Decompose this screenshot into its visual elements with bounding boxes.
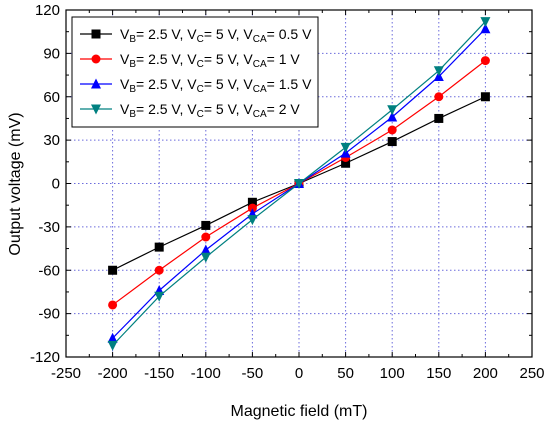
- legend-text-part: V: [120, 51, 130, 67]
- x-tick-label: 250: [519, 365, 544, 382]
- legend-subscript: CA: [253, 34, 267, 45]
- legend-marker: [91, 78, 101, 89]
- data-point: [108, 300, 118, 310]
- x-axis-label: Magnetic field (mT): [231, 403, 368, 420]
- legend-entry: VB= 2.5 V, VC= 5 V, VCA= 1 V: [80, 51, 300, 70]
- legend-text-part: V: [120, 101, 130, 117]
- legend-subscript: CA: [253, 59, 267, 70]
- y-tick-label: 90: [43, 45, 60, 62]
- data-point: [154, 242, 164, 252]
- legend-label: VB= 2.5 V, VC= 5 V, VCA= 1.5 V: [120, 76, 312, 95]
- data-point: [480, 23, 491, 34]
- legend-subscript: CA: [253, 84, 267, 95]
- data-point: [201, 232, 211, 242]
- legend-entry: VB= 2.5 V, VC= 5 V, VCA= 1.5 V: [80, 76, 312, 95]
- legend-text-part: = 2.5 V, V: [136, 101, 197, 117]
- data-point: [340, 142, 351, 153]
- y-tick-label: 30: [43, 132, 60, 149]
- legend: VB= 2.5 V, VC= 5 V, VCA= 0.5 VVB= 2.5 V,…: [71, 16, 319, 128]
- data-point: [387, 125, 397, 135]
- legend-text-part: = 1.5 V: [267, 76, 312, 92]
- legend-subscript: B: [129, 34, 136, 45]
- data-point: [200, 244, 211, 255]
- y-axis-label: Output voltage (mV): [7, 112, 24, 255]
- x-tick-label: 200: [473, 365, 498, 382]
- legend-text-part: = 1 V: [267, 51, 301, 67]
- data-point: [247, 203, 257, 213]
- y-tick-label: -30: [38, 219, 60, 236]
- data-point: [433, 66, 444, 77]
- legend-marker: [91, 54, 101, 64]
- legend-entry: VB= 2.5 V, VC= 5 V, VCA= 0.5 V: [80, 26, 312, 45]
- data-point: [247, 197, 257, 207]
- series-4: [107, 17, 491, 351]
- legend-subscript: B: [129, 109, 136, 120]
- x-tick-label: 0: [295, 365, 303, 382]
- y-tick-label: 60: [43, 89, 60, 106]
- x-tick-label: -250: [51, 365, 81, 382]
- legend-subscript: C: [197, 84, 204, 95]
- legend-label: VB= 2.5 V, VC= 5 V, VCA= 2 V: [120, 101, 300, 120]
- legend-text-part: = 2.5 V, V: [136, 26, 197, 42]
- legend-text-part: = 5 V, V: [204, 51, 254, 67]
- legend-text-part: = 2.5 V, V: [136, 51, 197, 67]
- data-point: [387, 111, 398, 122]
- legend-entry: VB= 2.5 V, VC= 5 V, VCA= 2 V: [80, 101, 300, 120]
- data-point: [154, 265, 164, 275]
- legend-box: [71, 16, 319, 128]
- data-point: [434, 113, 444, 123]
- legend-text-part: = 2.5 V, V: [136, 76, 197, 92]
- data-point: [247, 215, 258, 226]
- axis-ticks: -250 -200 -150 -100 -50 0 50 100 150 200 250 -120 -9…: [30, 2, 545, 382]
- legend-text-part: = 5 V, V: [204, 101, 254, 117]
- legend-text-part: = 5 V, V: [204, 76, 254, 92]
- data-point: [341, 158, 351, 168]
- y-tick-label: 120: [35, 2, 60, 19]
- x-tick-label: 100: [380, 365, 405, 382]
- data-point: [107, 340, 118, 351]
- legend-text-part: V: [120, 76, 130, 92]
- data-point: [294, 179, 304, 189]
- legend-marker: [91, 104, 101, 115]
- data-point: [107, 332, 118, 343]
- data-point: [200, 252, 211, 263]
- legend-subscript: C: [197, 109, 204, 120]
- legend-subscript: C: [197, 59, 204, 70]
- y-tick-label: -60: [38, 262, 60, 279]
- data-point: [387, 137, 397, 147]
- y-tick-label: -120: [30, 349, 60, 366]
- legend-label: VB= 2.5 V, VC= 5 V, VCA= 1 V: [120, 51, 300, 70]
- x-tick-label: -100: [191, 365, 221, 382]
- legend-subscript: B: [129, 84, 136, 95]
- x-tick-label: -200: [98, 365, 128, 382]
- legend-text-part: = 5 V, V: [204, 26, 254, 42]
- data-point: [201, 220, 211, 230]
- series-layer: [107, 17, 491, 351]
- data-point: [434, 92, 444, 102]
- legend-marker: [91, 29, 101, 39]
- data-point: [387, 105, 398, 116]
- y-tick-label: 0: [52, 176, 60, 193]
- legend-text-part: = 0.5 V: [267, 26, 312, 42]
- data-point: [154, 291, 165, 302]
- legend-text-part: = 2 V: [267, 101, 301, 117]
- data-point: [480, 17, 491, 28]
- x-tick-label: -50: [242, 365, 264, 382]
- x-tick-label: 50: [337, 365, 354, 382]
- legend-label: VB= 2.5 V, VC= 5 V, VCA= 0.5 V: [120, 26, 312, 45]
- legend-subscript: B: [129, 59, 136, 70]
- legend-subscript: C: [197, 34, 204, 45]
- data-point: [108, 265, 118, 275]
- data-point: [480, 92, 490, 102]
- data-point: [480, 56, 490, 66]
- x-tick-label: -150: [144, 365, 174, 382]
- legend-subscript: CA: [253, 109, 267, 120]
- y-tick-label: -90: [38, 306, 60, 323]
- x-tick-label: 150: [426, 365, 451, 382]
- legend-text-part: V: [120, 26, 130, 42]
